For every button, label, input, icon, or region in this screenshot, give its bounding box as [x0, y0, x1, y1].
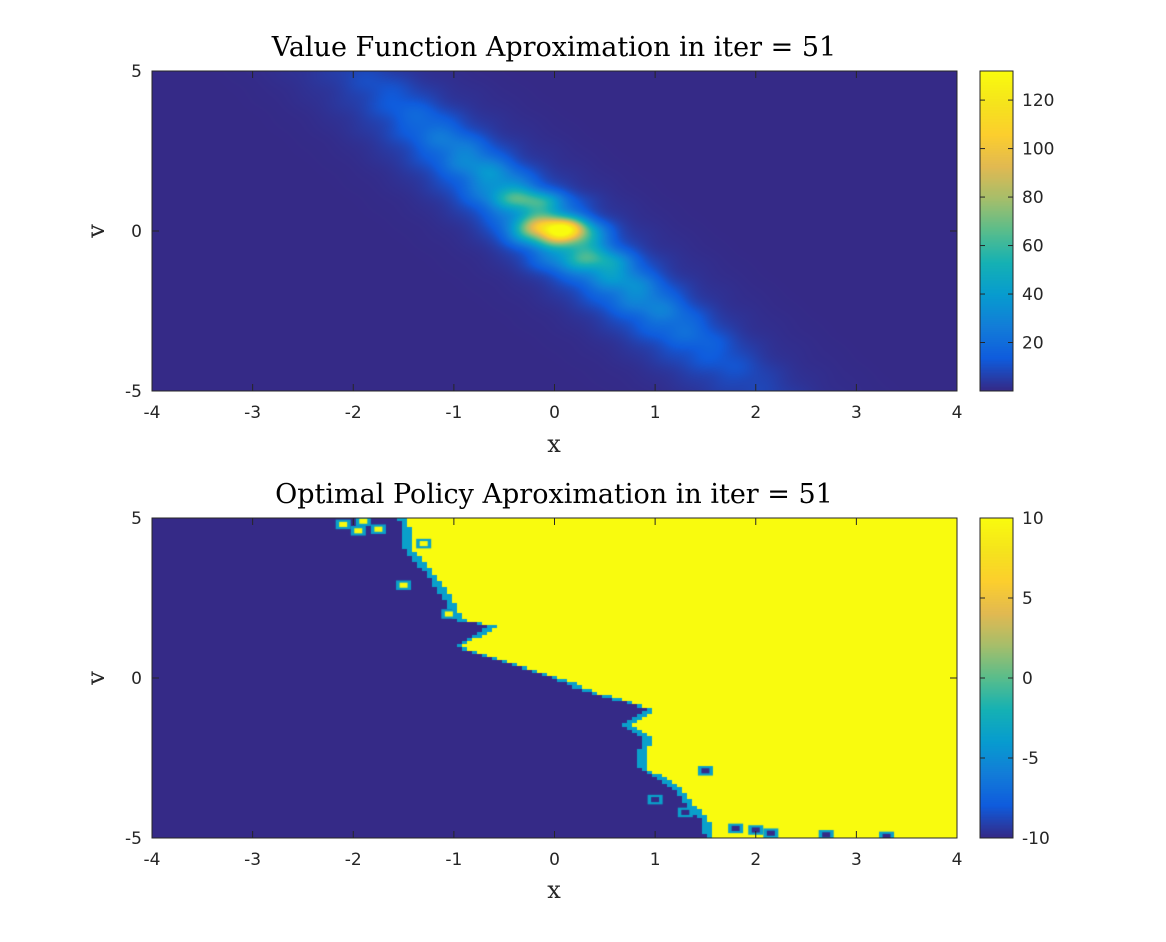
plot2-xlabel: x — [547, 876, 561, 904]
y-tick-label: 5 — [131, 62, 142, 82]
colorbar-tick-label: -10 — [1022, 829, 1050, 849]
y-tick-label: -5 — [125, 382, 142, 402]
x-tick-label: 4 — [952, 403, 963, 423]
plot2-colorbar — [980, 518, 1013, 838]
plot1-colorbar-ticks: 20 40 60 80 100 120 — [980, 91, 1054, 354]
plot2-heatmap — [152, 518, 957, 838]
plot1-ylabel: v — [82, 224, 110, 239]
plot2-x-ticks: -4 -3 -2 -1 0 1 2 3 4 — [144, 518, 963, 870]
plot1-xlabel: x — [547, 430, 561, 458]
plot1-colorbar — [980, 71, 1013, 391]
plot2-y-ticks: -5 0 5 — [125, 509, 957, 849]
plot2-ylabel: v — [82, 671, 110, 686]
x-tick-label: -1 — [445, 403, 462, 423]
x-tick-label: -4 — [144, 403, 161, 423]
plot1-x-ticks: -4 -3 -2 -1 0 1 2 3 4 — [144, 71, 963, 423]
colorbar-tick-label: 20 — [1022, 334, 1044, 354]
plot1-y-ticks: -5 0 5 — [125, 62, 957, 402]
x-tick-label: 4 — [952, 850, 963, 870]
colorbar-tick-label: 0 — [1022, 669, 1033, 689]
colorbar-tick-label: -5 — [1022, 749, 1039, 769]
plot2-title: Optimal Policy Aproximation in iter = 51 — [275, 479, 833, 510]
x-tick-label: -3 — [244, 403, 261, 423]
colorbar-tick-label: 5 — [1022, 589, 1033, 609]
x-tick-label: 3 — [851, 403, 862, 423]
x-tick-label: -2 — [345, 403, 362, 423]
x-tick-label: -1 — [445, 850, 462, 870]
y-tick-label: 5 — [131, 509, 142, 529]
x-tick-label: 0 — [549, 403, 560, 423]
plot1-colorbar-frame — [979, 70, 1014, 392]
y-tick-label: 0 — [131, 669, 142, 689]
x-tick-label: 2 — [750, 403, 761, 423]
y-tick-label: -5 — [125, 829, 142, 849]
colorbar-tick-label: 100 — [1022, 140, 1054, 160]
colorbar-tick-label: 60 — [1022, 237, 1044, 257]
x-tick-label: 1 — [650, 850, 661, 870]
plot1-title: Value Function Aproximation in iter = 51 — [271, 32, 836, 63]
plot1-heatmap — [152, 71, 957, 391]
colorbar-tick-label: 40 — [1022, 285, 1044, 305]
plot2-colorbar-ticks: -10 -5 0 5 10 — [980, 509, 1050, 849]
value-function-plot: Value Function Aproximation in iter = 51… — [82, 32, 1054, 458]
x-tick-label: -4 — [144, 850, 161, 870]
x-tick-label: 2 — [750, 850, 761, 870]
y-tick-label: 0 — [131, 222, 142, 242]
x-tick-label: -2 — [345, 850, 362, 870]
colorbar-tick-label: 120 — [1022, 91, 1054, 111]
colorbar-tick-label: 10 — [1022, 509, 1044, 529]
x-tick-label: 3 — [851, 850, 862, 870]
x-tick-label: 0 — [549, 850, 560, 870]
x-tick-label: 1 — [650, 403, 661, 423]
optimal-policy-plot: Optimal Policy Aproximation in iter = 51… — [82, 479, 1050, 904]
colorbar-tick-label: 80 — [1022, 188, 1044, 208]
x-tick-label: -3 — [244, 850, 261, 870]
